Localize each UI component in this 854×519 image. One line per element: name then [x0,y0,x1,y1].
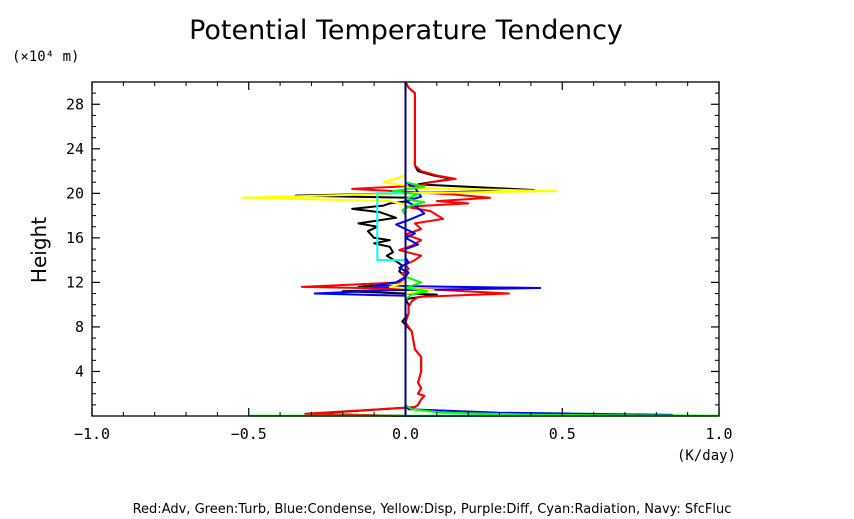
y-tick-label: 24 [66,140,84,158]
y-tick-label: 20 [66,184,84,202]
x-tick-label: −0.5 [231,425,267,443]
y-tick-label: 16 [66,229,84,247]
x-tick-label: 0.0 [392,425,419,443]
series-line-3 [241,82,557,416]
y-tick-label: 12 [66,273,84,291]
plot-area [241,81,720,417]
x-tick-label: −1.0 [74,425,110,443]
x-tick-label: 1.0 [705,425,732,443]
y-axis-unit: (×10⁴ m) [12,49,79,65]
y-axis: 4 8 12 16 20 24 28 [66,92,719,406]
series-line-1 [301,81,510,417]
y-tick-label: 28 [66,95,84,113]
y-axis-label: Height [27,217,51,283]
y-tick-label: 8 [75,318,84,336]
x-axis: −1.0 −0.5 0.0 0.5 1.0 [74,82,733,443]
chart-title: Potential Temperature Tendency [189,15,623,46]
series-line-4 [248,82,720,417]
series-line-2 [313,82,673,417]
legend-text: Red:Adv, Green:Turb, Blue:Condense, Yell… [133,502,732,517]
y-tick-label: 4 [75,362,84,380]
series-line-5 [376,192,406,262]
x-tick-label: 0.5 [549,425,576,443]
x-axis-unit: (K/day) [677,448,736,464]
plot-frame [91,81,720,417]
